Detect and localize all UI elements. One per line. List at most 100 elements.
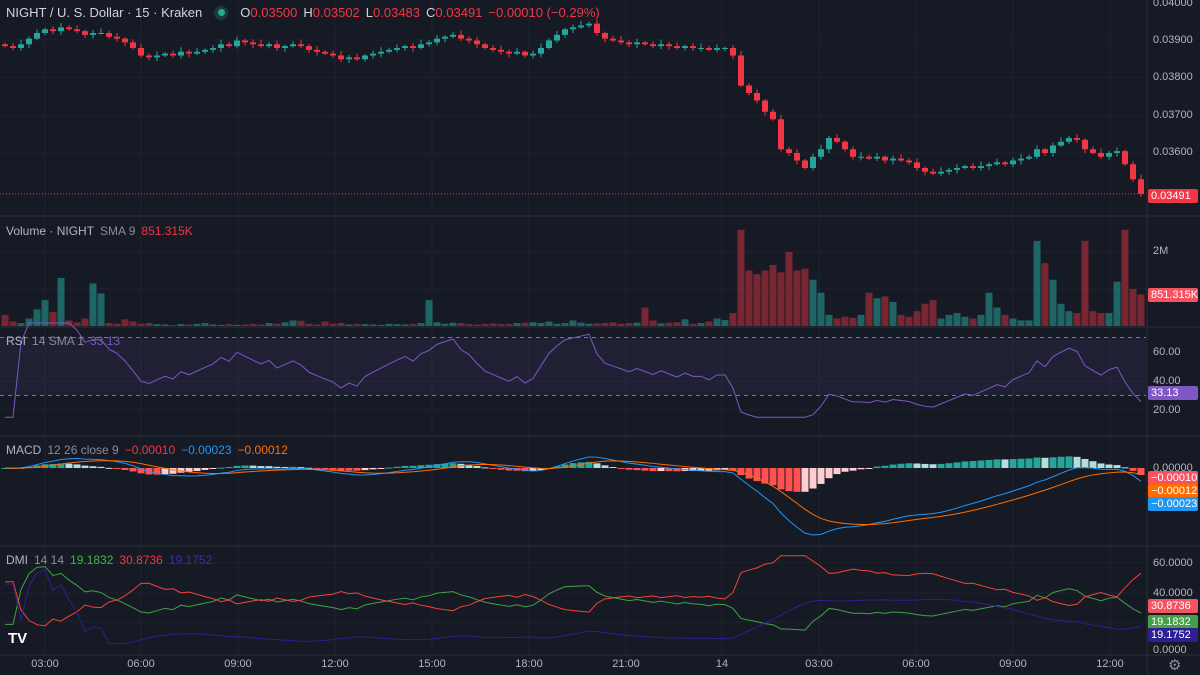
- volume-bar: [649, 320, 657, 326]
- volume-bar: [353, 323, 361, 326]
- candle-body: [570, 27, 576, 30]
- volume-bar: [545, 321, 553, 326]
- minus-di-tag: 30.8736: [1148, 599, 1198, 613]
- candle-body: [1098, 153, 1104, 157]
- volume-bar: [1097, 313, 1105, 326]
- macd-histogram-bar: [481, 467, 489, 469]
- macd-histogram-bar: [217, 467, 225, 469]
- volume-bar: [433, 322, 441, 326]
- volume-bar: [153, 324, 161, 326]
- volume-bar: [993, 307, 1001, 326]
- volume-bar: [1025, 320, 1033, 326]
- volume-bar: [393, 324, 401, 326]
- volume-bar: [377, 324, 385, 326]
- volume-bar: [953, 313, 961, 326]
- macd-histogram-bar: [1137, 468, 1145, 475]
- macd-histogram-bar: [337, 468, 345, 471]
- macd-hist-tag: −0.00010: [1148, 471, 1198, 485]
- volume-bar: [57, 277, 65, 326]
- adx-line: [5, 569, 1142, 645]
- volume-bar: [217, 324, 225, 326]
- candle-body: [450, 34, 456, 37]
- macd-histogram-bar: [753, 468, 761, 482]
- volume-bar: [345, 324, 353, 326]
- candle-body: [370, 53, 376, 56]
- candle-body: [554, 34, 560, 41]
- candle-body: [306, 46, 312, 50]
- volume-bar: [601, 323, 609, 326]
- candle-body: [250, 42, 256, 45]
- candle-body: [58, 27, 64, 32]
- candle-body: [1042, 149, 1048, 153]
- macd-histogram-bar: [1073, 456, 1081, 468]
- macd-histogram-bar: [801, 468, 809, 492]
- volume-bar: [1137, 294, 1145, 326]
- minus-di-line: [5, 555, 1142, 627]
- volume-bar: [417, 323, 425, 326]
- volume-bar: [657, 323, 665, 326]
- volume-bar: [17, 323, 25, 326]
- candle-body: [682, 46, 688, 48]
- candle-body: [626, 42, 632, 45]
- candle-body: [610, 38, 616, 41]
- close-value: 0.03491: [435, 5, 483, 20]
- macd-histogram-bar: [913, 463, 921, 468]
- macd-histogram-bar: [1001, 459, 1009, 468]
- volume-bar: [641, 307, 649, 326]
- volume-bar: [561, 323, 569, 326]
- macd-histogram-bar: [177, 468, 185, 473]
- macd-line: [4, 456, 1142, 536]
- macd-histogram-bar: [633, 468, 641, 471]
- candle-body: [378, 51, 384, 54]
- candle-body: [578, 25, 584, 28]
- macd-histogram-bar: [297, 467, 305, 469]
- macd-histogram-bar: [161, 468, 169, 475]
- candle-body: [498, 49, 504, 52]
- candle-body: [818, 149, 824, 157]
- volume-bar: [1041, 263, 1049, 326]
- settings-gear-icon[interactable]: ⚙: [1168, 657, 1182, 674]
- candle-body: [434, 38, 440, 43]
- macd-histogram-bar: [793, 468, 801, 492]
- candle-body: [882, 156, 888, 161]
- volume-bar: [1009, 318, 1017, 326]
- candle-body: [666, 44, 672, 47]
- volume-bar: [881, 296, 889, 326]
- macd-histogram-bar: [377, 468, 385, 469]
- macd-histogram-bar: [49, 463, 57, 468]
- volume-bar: [145, 323, 153, 326]
- macd-histogram-bar: [1121, 467, 1129, 469]
- symbol-title[interactable]: NIGHT / U. S. Dollar · 15 · Kraken: [6, 5, 203, 20]
- macd-histogram-bar: [345, 468, 353, 471]
- volume-bar: [921, 303, 929, 326]
- volume-bar: [1105, 313, 1113, 326]
- macd-histogram-bar: [1033, 457, 1041, 468]
- volume-bar: [361, 324, 369, 326]
- volume-bar: [945, 314, 953, 326]
- candle-body: [418, 44, 424, 48]
- candle-body: [194, 51, 200, 54]
- last-price-tag: 0.03491: [1148, 189, 1198, 203]
- candle-body: [50, 29, 56, 32]
- candle-body: [338, 55, 344, 60]
- volume-bar: [169, 324, 177, 326]
- volume-bar: [193, 323, 201, 326]
- macd-histogram-bar: [785, 468, 793, 492]
- macd-histogram-bar: [249, 465, 257, 468]
- volume-bar: [81, 318, 89, 326]
- volume-bar: [209, 324, 217, 326]
- symbol-legend: NIGHT / U. S. Dollar · 15 · Kraken O0.03…: [6, 5, 600, 20]
- tradingview-logo[interactable]: TV: [8, 630, 28, 647]
- macd-line-tag: −0.00023: [1148, 497, 1198, 511]
- macd-histogram-bar: [313, 468, 321, 469]
- volume-bar: [137, 323, 145, 326]
- volume-bar: [465, 324, 473, 326]
- candle-body: [802, 160, 808, 168]
- candle-body: [1114, 151, 1120, 153]
- volume-bar: [265, 323, 273, 326]
- candle-body: [874, 156, 880, 159]
- volume-bar: [865, 292, 873, 326]
- macd-histogram-bar: [1049, 457, 1057, 468]
- volume-bar: [897, 314, 905, 326]
